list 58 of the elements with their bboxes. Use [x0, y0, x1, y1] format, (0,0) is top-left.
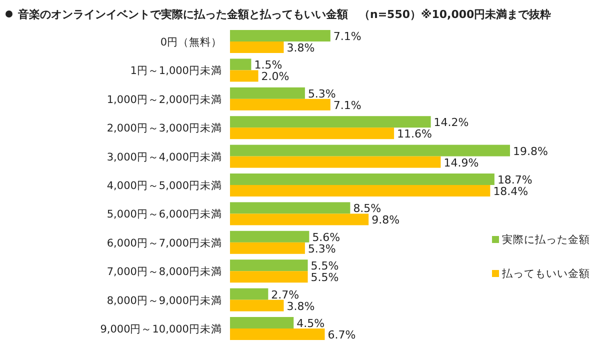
data-label: 18.4% — [493, 185, 528, 198]
data-label: 7.1% — [333, 30, 362, 43]
data-label: 2.0% — [261, 70, 290, 84]
bar — [230, 260, 308, 272]
data-label: 18.7% — [497, 174, 532, 186]
y-tick-label: 1円～1,000円未満 — [130, 64, 222, 78]
bar — [230, 116, 431, 128]
bar — [230, 156, 441, 168]
y-tick-label: 6,000円～7,000円未満 — [106, 236, 222, 250]
data-label: 6.7% — [328, 328, 356, 342]
y-tick-label: 0円（無料） — [160, 36, 222, 48]
y-tick-label: 2,000円～3,000円未満 — [106, 122, 222, 135]
bar — [230, 87, 305, 99]
y-tick-label: 4,000円～5,000円未満 — [106, 179, 222, 192]
bar — [230, 70, 258, 82]
bar — [230, 42, 284, 53]
bar — [230, 202, 350, 214]
data-label: 5.3% — [308, 242, 336, 256]
data-label: 14.9% — [444, 156, 479, 170]
bar — [230, 300, 284, 312]
data-label: 3.8% — [286, 300, 315, 313]
data-label: 4.5% — [296, 317, 325, 330]
bar — [230, 144, 510, 156]
data-label: 9.8% — [372, 214, 400, 227]
legend-label: 実際に払った金額 — [502, 233, 590, 246]
bar — [230, 230, 310, 242]
bar — [230, 128, 394, 140]
data-label: 8.5% — [353, 202, 382, 216]
bar — [230, 174, 494, 185]
data-label: 14.2% — [434, 116, 469, 130]
bar — [230, 242, 305, 254]
bar — [230, 214, 369, 226]
bar — [230, 185, 490, 196]
data-label: 19.8% — [513, 144, 548, 158]
data-label: 5.3% — [308, 87, 336, 100]
y-tick-label: 3,000円～4,000円未満 — [106, 150, 222, 164]
data-label: 5.5% — [310, 271, 339, 284]
data-label: 1.5% — [254, 58, 282, 72]
bar — [230, 288, 268, 300]
bar — [230, 30, 330, 42]
y-tick-label: 1,000円～2,000円未満 — [106, 92, 222, 106]
chart-title: 音楽のオンラインイベントで実際に払った金額と払ってもいい金額 （n=550）※10,000円未満まで抜粋 — [17, 8, 552, 21]
data-label: 5.6% — [312, 230, 340, 244]
bar — [230, 328, 325, 340]
data-label: 3.8% — [286, 42, 315, 54]
y-tick-label: 9,000円～10,000円未満 — [100, 322, 222, 336]
bar — [230, 271, 308, 283]
bar — [230, 317, 294, 328]
bar — [230, 58, 252, 70]
data-label: 5.5% — [310, 260, 339, 273]
legend-label: 払ってもいい金額 — [501, 267, 590, 280]
data-label: 2.7% — [271, 288, 300, 302]
data-label: 11.6% — [397, 128, 432, 141]
y-tick-label: 5,000円～6,000円未満 — [106, 208, 222, 221]
data-label: 7.1% — [333, 98, 362, 112]
bar — [230, 98, 330, 110]
y-tick-label: 8,000円～9,000円未満 — [106, 294, 222, 307]
y-tick-label: 7,000円～8,000円未満 — [106, 265, 222, 278]
